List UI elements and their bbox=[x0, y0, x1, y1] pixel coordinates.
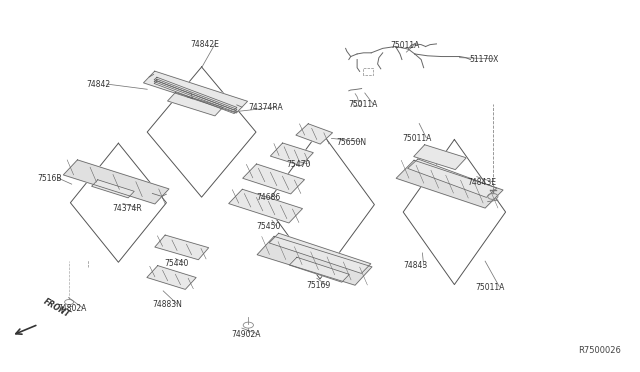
Polygon shape bbox=[269, 233, 371, 273]
Polygon shape bbox=[155, 235, 209, 260]
Text: 74802A: 74802A bbox=[58, 304, 87, 312]
Polygon shape bbox=[413, 145, 467, 170]
Polygon shape bbox=[243, 164, 305, 194]
Text: R7500026: R7500026 bbox=[578, 346, 621, 355]
Text: 7516B: 7516B bbox=[37, 174, 61, 183]
Text: 75011A: 75011A bbox=[390, 41, 420, 50]
Text: 75650N: 75650N bbox=[336, 138, 366, 147]
Text: 75470: 75470 bbox=[287, 160, 311, 169]
Text: 75011A: 75011A bbox=[349, 100, 378, 109]
Text: 75440: 75440 bbox=[164, 259, 188, 268]
Polygon shape bbox=[396, 160, 503, 208]
Polygon shape bbox=[63, 160, 169, 204]
Text: 74883N: 74883N bbox=[152, 300, 182, 309]
Text: 51170X: 51170X bbox=[469, 55, 499, 64]
Text: 74842E: 74842E bbox=[191, 40, 220, 49]
Text: 74374R: 74374R bbox=[112, 204, 141, 213]
Polygon shape bbox=[168, 93, 223, 116]
Text: 74374RA: 74374RA bbox=[248, 103, 283, 112]
Polygon shape bbox=[296, 124, 333, 144]
Text: 75011A: 75011A bbox=[475, 283, 504, 292]
Polygon shape bbox=[92, 180, 134, 198]
Polygon shape bbox=[143, 71, 248, 113]
Polygon shape bbox=[228, 189, 303, 223]
Text: 74842: 74842 bbox=[86, 80, 111, 89]
Text: 75169: 75169 bbox=[306, 281, 330, 290]
Polygon shape bbox=[270, 143, 314, 166]
Polygon shape bbox=[408, 159, 497, 198]
Text: 75011A: 75011A bbox=[402, 134, 431, 143]
Polygon shape bbox=[257, 236, 372, 285]
Text: 74843E: 74843E bbox=[467, 178, 496, 187]
Polygon shape bbox=[147, 266, 196, 289]
Text: 75450: 75450 bbox=[256, 222, 280, 231]
Text: 74902A: 74902A bbox=[232, 330, 261, 339]
Polygon shape bbox=[289, 257, 349, 282]
Text: 74843: 74843 bbox=[403, 262, 428, 270]
Text: FRONT: FRONT bbox=[42, 297, 72, 319]
Text: 74686: 74686 bbox=[256, 193, 280, 202]
